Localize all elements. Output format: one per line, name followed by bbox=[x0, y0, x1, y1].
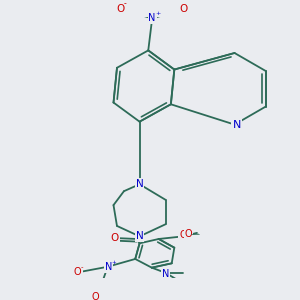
Text: -: - bbox=[80, 265, 83, 271]
Text: O: O bbox=[111, 233, 119, 243]
Text: +: + bbox=[155, 11, 160, 16]
Text: O: O bbox=[179, 230, 187, 240]
Text: N: N bbox=[232, 120, 241, 130]
Text: N: N bbox=[136, 231, 143, 242]
Text: +: + bbox=[111, 260, 116, 265]
Text: O: O bbox=[92, 292, 99, 300]
Text: -: - bbox=[124, 0, 127, 8]
Text: N: N bbox=[136, 179, 143, 189]
Text: O: O bbox=[117, 4, 125, 14]
Text: O: O bbox=[74, 267, 82, 277]
Text: N: N bbox=[148, 14, 156, 23]
Text: O: O bbox=[179, 4, 188, 14]
Text: N: N bbox=[162, 269, 169, 279]
Text: N: N bbox=[105, 262, 112, 272]
Text: —: — bbox=[195, 231, 199, 235]
Text: O: O bbox=[185, 229, 193, 239]
Text: —: — bbox=[190, 230, 199, 239]
